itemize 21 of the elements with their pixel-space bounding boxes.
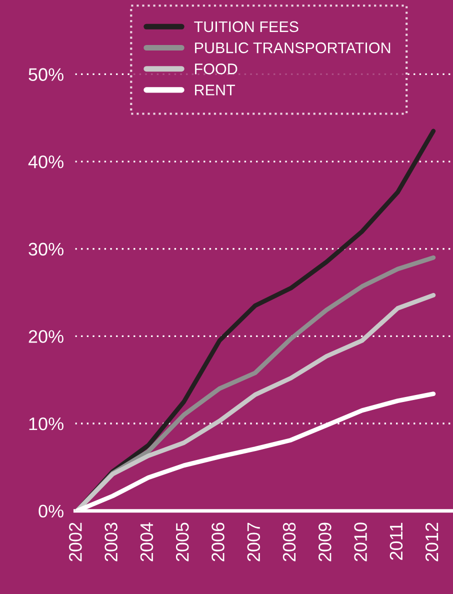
x-tick-label: 2006 (212, 522, 224, 562)
legend-label: RENT (195, 84, 236, 96)
x-tick-label: 2009 (318, 522, 332, 562)
y-tick-label: 10% (29, 417, 64, 430)
y-tick-label: 50% (28, 68, 64, 81)
x-tick-label: 2004 (140, 522, 154, 562)
x-tick-label: 2010 (354, 522, 367, 562)
y-tick-label: 30% (28, 242, 64, 256)
legend-label: TUITION FEES (194, 21, 298, 32)
y-tick-label: 20% (28, 330, 64, 343)
x-tick-label: 2012 (425, 522, 438, 562)
x-tick-label: 2005 (176, 522, 189, 562)
legend-label: FOOD (195, 64, 238, 74)
x-tick-label: 2008 (282, 522, 296, 562)
legend-label: PUBLIC TRANSPORTATION (195, 42, 390, 54)
x-tick-label: 2007 (247, 522, 260, 562)
y-tick-label: 40% (28, 155, 64, 168)
x-tick-label: 2003 (104, 522, 118, 562)
x-tick-label: 2011 (390, 522, 403, 560)
y-tick-label: 0% (38, 504, 64, 518)
x-tick-label: 2002 (69, 522, 82, 562)
